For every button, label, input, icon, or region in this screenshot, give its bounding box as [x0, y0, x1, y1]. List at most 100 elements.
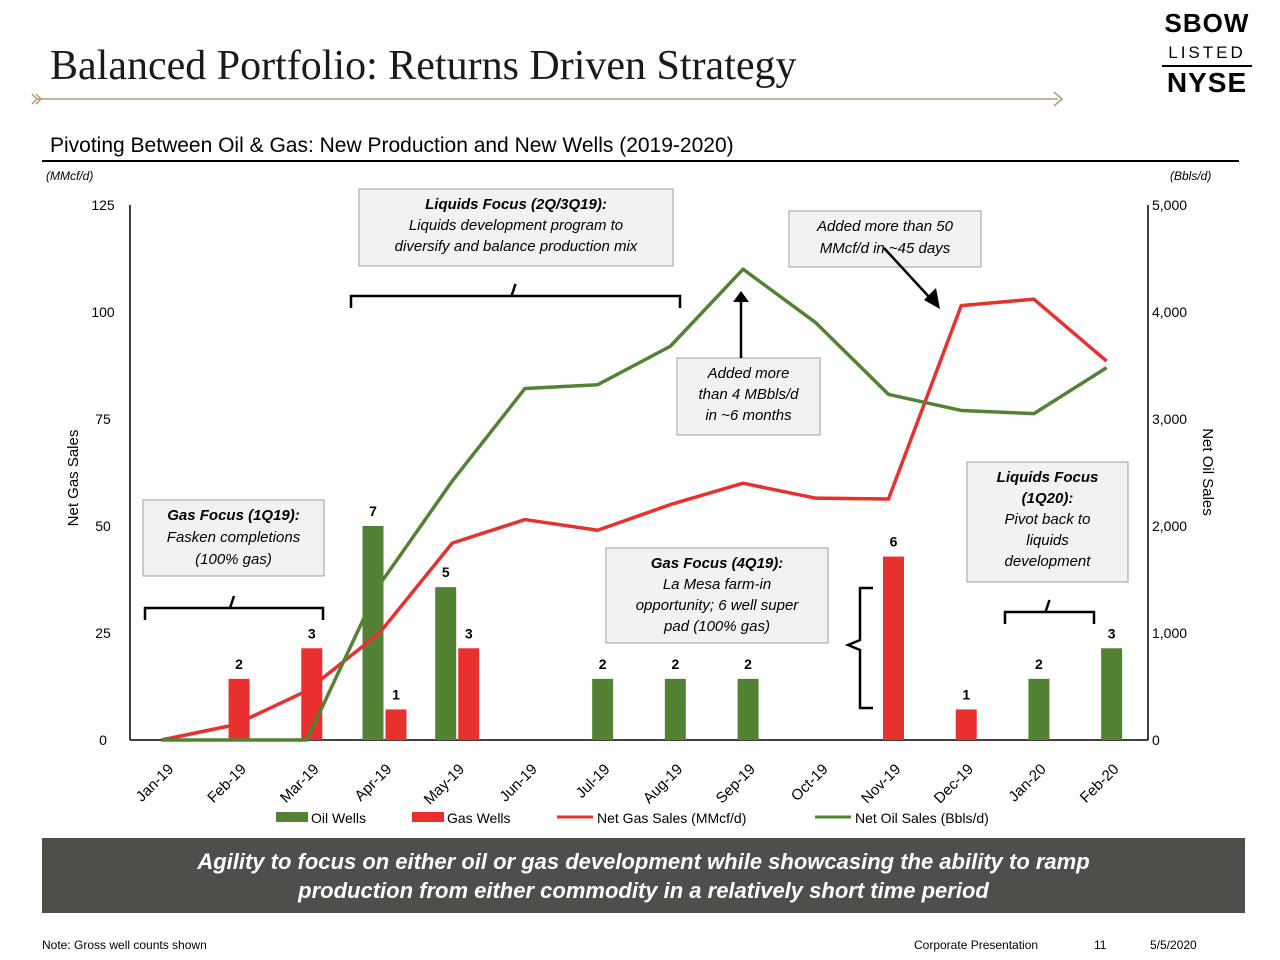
- annotation-text: (100% gas): [195, 551, 272, 568]
- left-tick-label: 25: [95, 625, 111, 641]
- arrow-up-head: [733, 291, 749, 302]
- left-axis-title: Net Gas Sales: [65, 430, 82, 527]
- oil-wells-data-label: 5: [442, 564, 450, 580]
- footer-page-number: 11: [1094, 938, 1107, 952]
- annotation-box-liquids-focus-1q20: [966, 461, 1129, 583]
- footer-note: Note: Gross well counts shown: [42, 938, 207, 952]
- annotation-box-added-4mbbls: [676, 357, 821, 436]
- annotation-text: (1Q20):: [1022, 490, 1074, 507]
- x-tick-label: Dec-19: [931, 761, 977, 807]
- annotation-box-gas-focus-4q19: [605, 547, 829, 644]
- legend-swatch: [276, 812, 308, 822]
- annotation-box-liquids-focus-2q3q19: [358, 188, 674, 267]
- x-tick-label: Feb-19: [204, 761, 250, 807]
- right-tick-label: 1,000: [1152, 625, 1187, 641]
- gas-wells-data-label: 3: [308, 625, 316, 641]
- production-wells-chart: 025507510012501,0002,0003,0004,0005,000N…: [65, 188, 1216, 826]
- oil-wells-data-label: 2: [599, 656, 607, 672]
- annotation-text: La Mesa farm-in: [663, 576, 771, 593]
- logo-listed: LISTED: [1168, 43, 1246, 62]
- oil-wells-data-label: 3: [1108, 625, 1116, 641]
- legend-label: Net Oil Sales (Bbls/d): [855, 810, 989, 826]
- chart-subtitle: Pivoting Between Oil & Gas: New Producti…: [50, 134, 734, 157]
- gas-wells-bar: [458, 648, 480, 740]
- annotation-text: than 4 MBbls/d: [698, 386, 799, 403]
- x-tick-label: May-19: [421, 761, 468, 808]
- right-tick-label: 4,000: [1152, 304, 1187, 320]
- net-oil-sales-line: [161, 267, 1108, 742]
- bracket-vertical: [844, 586, 873, 710]
- oil-wells-data-label: 2: [1035, 656, 1043, 672]
- x-tick-label: Oct-19: [788, 761, 832, 805]
- key-message-banner: Agility to focus on either oil or gas de…: [42, 838, 1245, 913]
- right-tick-label: 2,000: [1152, 518, 1187, 534]
- annotation-text: pad (100% gas): [663, 618, 770, 635]
- annotation-text: Gas Focus (1Q19):: [167, 507, 300, 524]
- annotation-text: Gas Focus (4Q19):: [651, 555, 784, 572]
- x-tick-label: Apr-19: [351, 761, 395, 805]
- annotation-text: Added more than 50: [816, 218, 954, 235]
- gas-wells-bar: [883, 556, 904, 740]
- x-tick-label: Feb-20: [1077, 761, 1123, 807]
- gas-wells-data-label: 1: [392, 686, 400, 702]
- footer-document: Corporate Presentation: [914, 938, 1039, 952]
- annotation-text: Liquids Focus: [997, 469, 1099, 486]
- gas-wells-data-label: 3: [465, 625, 473, 641]
- gas-wells-data-label: 6: [890, 534, 898, 550]
- logo-ticker: SBOW: [1164, 8, 1250, 38]
- arrow-diagonal-shaft: [883, 247, 931, 299]
- right-tick-label: 3,000: [1152, 411, 1187, 427]
- gas-wells-bar: [228, 678, 250, 740]
- right-axis-title: Net Oil Sales: [1199, 428, 1216, 516]
- annotation-text: in ~6 months: [705, 407, 792, 424]
- left-tick-label: 75: [95, 411, 111, 427]
- oil-wells-bar: [435, 587, 457, 740]
- left-tick-label: 100: [91, 304, 115, 320]
- left-tick-label: 50: [95, 518, 111, 534]
- x-tick-label: Mar-19: [277, 761, 323, 807]
- annotation-text: development: [1005, 553, 1092, 570]
- bracket: [143, 595, 325, 620]
- oil-wells-data-label: 7: [369, 503, 377, 519]
- gas-wells-bar: [385, 709, 407, 740]
- annotation-box-added-50mmcf: [788, 210, 982, 268]
- x-tick-label: Jul-19: [573, 761, 614, 802]
- right-tick-label: 5,000: [1152, 197, 1187, 213]
- annotation-text: diversify and balance production mix: [395, 238, 638, 255]
- gas-wells-data-label: 2: [235, 656, 243, 672]
- title-divider: [31, 91, 1064, 107]
- oil-wells-data-label: 2: [671, 656, 679, 672]
- x-tick-label: Jan-20: [1005, 761, 1049, 805]
- footer-date: 5/5/2020: [1150, 938, 1197, 952]
- banner-line-2: production from either commodity in a re…: [298, 877, 989, 903]
- legend-label: Gas Wells: [447, 810, 511, 826]
- x-tick-label: Jan-19: [133, 761, 177, 805]
- bracket: [349, 283, 682, 308]
- oil-wells-data-label: 2: [744, 656, 752, 672]
- net-gas-sales-line: [161, 297, 1108, 742]
- logo-exchange: NYSE: [1162, 65, 1252, 99]
- subtitle-divider: [42, 160, 1239, 162]
- legend-label: Net Gas Sales (MMcf/d): [597, 810, 746, 826]
- bracket: [1003, 599, 1096, 624]
- x-tick-label: Sep-19: [713, 761, 759, 807]
- left-axis-units: (MMcf/d): [46, 169, 94, 183]
- arrow-diagonal-head: [924, 288, 940, 309]
- right-axis-units: (Bbls/d): [1170, 169, 1212, 183]
- oil-wells-bar: [1101, 648, 1123, 740]
- annotation-text: liquids: [1026, 532, 1069, 549]
- oil-wells-bar: [664, 678, 686, 740]
- page-title: Balanced Portfolio: Returns Driven Strat…: [50, 43, 797, 89]
- left-tick-label: 125: [91, 197, 115, 213]
- annotation-text: Added more: [707, 365, 790, 382]
- left-tick-label: 0: [99, 732, 107, 748]
- oil-wells-bar: [362, 526, 384, 740]
- gas-wells-bar: [955, 709, 977, 740]
- annotation-box-gas-focus-1q19: [142, 499, 325, 577]
- annotation-text: Liquids Focus (2Q/3Q19):: [425, 196, 607, 213]
- legend-swatch: [412, 812, 444, 822]
- legend-label: Oil Wells: [311, 810, 366, 826]
- sbow-nyse-logo: SBOW LISTED NYSE: [1162, 8, 1252, 99]
- gas-wells-data-label: 1: [962, 686, 970, 702]
- oil-wells-bar: [737, 678, 759, 740]
